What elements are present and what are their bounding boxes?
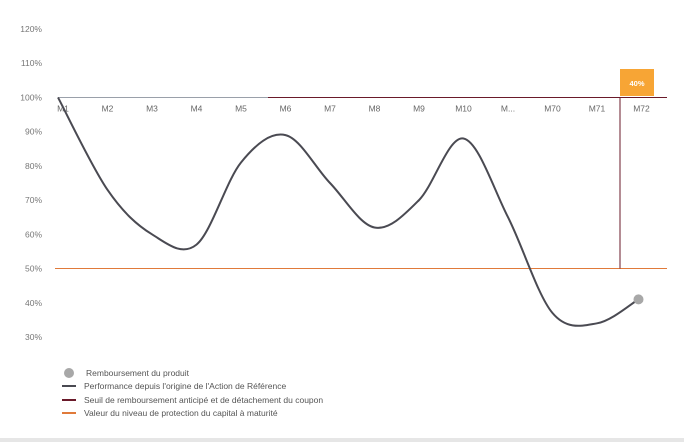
- x-tick-label: M71: [589, 103, 606, 113]
- x-tick-label: M70: [544, 103, 561, 113]
- legend-label-threshold: Seuil de remboursement anticipé et de dé…: [84, 394, 324, 405]
- x-tick-label: M9: [413, 103, 425, 113]
- y-tick-label: 80%: [25, 161, 42, 171]
- performance-line: [57, 96, 640, 327]
- x-tick-label: M10: [455, 103, 472, 113]
- performance-chart: 120%110%100%90%80%70%60%50%40%30%40%M1 M2…: [20, 24, 667, 342]
- x-tick-label: M72: [633, 103, 650, 113]
- legend-label-repayment: Remboursement du produit: [86, 367, 190, 378]
- y-tick-label: 110%: [21, 58, 43, 68]
- y-tick-label: 120%: [20, 24, 42, 34]
- legend-label-protection: Valeur du niveau de protection du capita…: [84, 408, 278, 419]
- final-badge-label: 40%: [629, 79, 644, 88]
- bottom-divider: [0, 438, 684, 442]
- x-tick-label: M6: [280, 103, 292, 113]
- legend-swatch-threshold: [62, 398, 76, 401]
- y-tick-label: 30%: [25, 332, 42, 342]
- x-tick-label: M4: [191, 103, 203, 113]
- y-tick-label: 50%: [25, 264, 42, 274]
- x-tick-label: M8: [369, 103, 381, 113]
- y-tick-label: 90%: [25, 127, 42, 137]
- legend-item-protection: Valeur du niveau de protection du capita…: [62, 407, 323, 421]
- legend-swatch-performance: [62, 385, 76, 388]
- x-tick-label: M2: [102, 103, 114, 113]
- legend-label-performance: Performance depuis l'origine de l'Action…: [84, 381, 287, 392]
- x-tick-label: M5: [235, 103, 247, 113]
- legend: Remboursement du produit Performance dep…: [62, 366, 323, 420]
- legend-item-performance: Performance depuis l'origine de l'Action…: [62, 380, 323, 394]
- x-tick-label: M...: [501, 103, 515, 113]
- y-tick-label: 70%: [25, 195, 42, 205]
- legend-dot-repayment: [64, 367, 74, 378]
- repayment-point: [633, 294, 644, 305]
- final-badge: [620, 69, 654, 96]
- x-tick-label: M3: [146, 103, 158, 113]
- legend-item-repayment: Remboursement du produit: [62, 366, 323, 380]
- y-tick-label: 100%: [20, 92, 42, 102]
- y-tick-label: 60%: [25, 229, 42, 239]
- legend-swatch-protection: [62, 412, 76, 415]
- y-tick-label: 40%: [25, 298, 42, 308]
- legend-item-threshold: Seuil de remboursement anticipé et de dé…: [62, 393, 323, 407]
- x-tick-label: M7: [324, 103, 336, 113]
